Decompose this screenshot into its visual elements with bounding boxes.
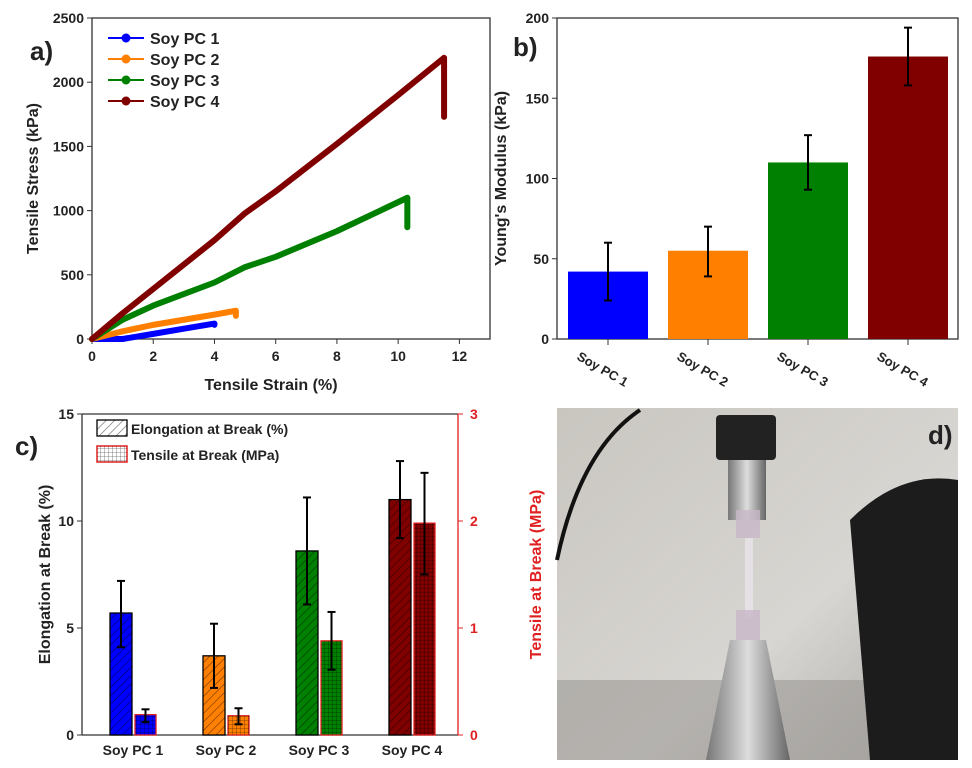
x-tick-label: 8: [333, 348, 341, 364]
x-tick-label: Soy PC 3: [775, 349, 831, 390]
x-tick-label: 6: [272, 348, 280, 364]
elongation-hatch: [296, 550, 318, 735]
x-tick-label: Soy PC 2: [196, 742, 257, 758]
series-line-3: [89, 194, 411, 342]
chart-c: 0 5 10 15 0 1 2 3 Elongation at Break (%) Tensile…: [37, 406, 545, 758]
y-tick-label: 150: [526, 90, 550, 106]
y-axis-label: Elongation at Break (%): [37, 485, 54, 665]
legend-marker: [121, 54, 131, 64]
x-axis-label: Tensile Strain (%): [204, 377, 337, 394]
x-tick-label: 2: [149, 348, 157, 364]
x-tick-label: Soy PC 4: [382, 742, 443, 758]
elongation-hatch: [110, 613, 132, 735]
legend-marker: [121, 33, 131, 43]
series-line-2: [89, 307, 239, 342]
tensile-grid: [228, 715, 249, 735]
legend-label: Soy PC 2: [150, 52, 219, 69]
plot-frame: [91, 17, 491, 340]
legend-label: Soy PC 1: [150, 31, 219, 48]
y-tick-label: 1000: [53, 203, 84, 219]
y-tick-label: 2500: [53, 10, 84, 26]
y-tick-label: 50: [533, 251, 549, 267]
x-tick-label: 12: [452, 348, 468, 364]
tensile-grid: [414, 523, 435, 735]
y2-tick-label: 1: [470, 620, 478, 636]
photo-tensile-tester: [555, 408, 958, 760]
legend-swatch-grid: [97, 446, 127, 462]
y-tick-label: 100: [526, 171, 550, 187]
legend-label: Tensile at Break (MPa): [131, 447, 279, 463]
panel-label-c: c): [15, 431, 38, 461]
y2-tick-label: 2: [470, 513, 478, 529]
y-tick-label: 200: [526, 10, 550, 26]
y2-tick-label: 3: [470, 406, 478, 422]
legend-swatch-hatch: [97, 420, 127, 436]
x-tick-label: Soy PC 3: [289, 742, 350, 758]
legend-label: Soy PC 3: [150, 73, 219, 90]
y-axis-label: Young's Modulus (kPa): [493, 91, 510, 266]
y-tick-label: 15: [58, 406, 74, 422]
bar-3: [768, 162, 848, 339]
x-tick-label: Soy PC 1: [575, 349, 631, 390]
series-line-4: [89, 54, 448, 342]
elongation-hatch: [389, 499, 411, 735]
x-tick-label: Soy PC 4: [875, 349, 932, 391]
y2-tick-label: 0: [470, 727, 478, 743]
y-tick-label: 0: [541, 331, 549, 347]
panel-label-d: d): [928, 420, 953, 450]
y-tick-label: 5: [66, 620, 74, 636]
tensile-grid: [321, 640, 342, 735]
y-tick-label: 1500: [53, 138, 84, 154]
legend-label: Soy PC 4: [150, 94, 219, 111]
x-tick-label: Soy PC 1: [103, 742, 164, 758]
panel-label-b: b): [513, 32, 538, 62]
x-tick-label: 4: [211, 348, 219, 364]
y2-axis-label: Tensile at Break (MPa): [528, 490, 545, 660]
y-tick-label: 10: [58, 513, 74, 529]
series-line-1: [89, 320, 218, 342]
legend-label: Elongation at Break (%): [131, 421, 288, 437]
bar-4: [868, 56, 948, 340]
legend-marker: [121, 75, 131, 85]
x-tick-label: 0: [88, 348, 96, 364]
x-tick-label: 10: [390, 348, 406, 364]
chart-b: 0 50 100 150 200 Young's Modulus (kPa) Soy PC …: [493, 10, 959, 391]
elongation-hatch: [203, 655, 225, 735]
y-tick-label: 2000: [53, 74, 84, 90]
chart-a: 0 2 4 6 8 10 12 0 500 1000 1500 2000 2500 Tensile Str…: [25, 10, 491, 394]
x-tick-label: Soy PC 2: [675, 349, 731, 390]
legend-marker: [121, 96, 131, 106]
y-tick-label: 0: [66, 727, 74, 743]
y-axis-label: Tensile Stress (kPa): [25, 103, 42, 254]
panel-label-a: a): [30, 36, 53, 66]
y-tick-label: 500: [61, 267, 85, 283]
tensile-grid: [135, 714, 156, 735]
y-tick-label: 0: [76, 331, 84, 347]
